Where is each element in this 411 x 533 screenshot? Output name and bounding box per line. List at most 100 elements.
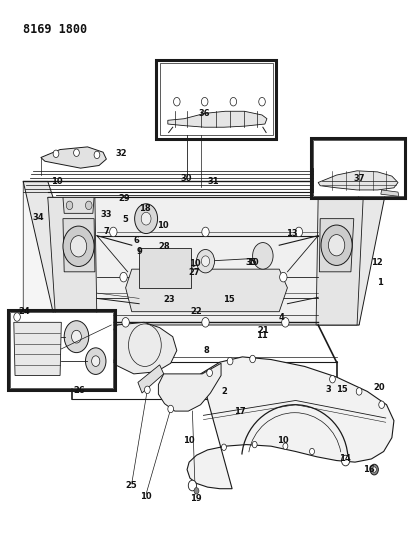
Circle shape xyxy=(202,227,209,237)
Text: 24: 24 xyxy=(18,307,30,316)
Text: 28: 28 xyxy=(158,242,169,251)
Polygon shape xyxy=(41,147,106,168)
Circle shape xyxy=(222,444,226,450)
Bar xyxy=(155,60,276,139)
Circle shape xyxy=(379,401,385,408)
Text: 35: 35 xyxy=(245,258,257,266)
Polygon shape xyxy=(381,190,399,196)
Text: 16: 16 xyxy=(363,465,375,474)
Text: 1: 1 xyxy=(376,278,383,287)
Circle shape xyxy=(202,318,209,327)
Polygon shape xyxy=(14,322,61,375)
Text: 7: 7 xyxy=(104,227,109,236)
Polygon shape xyxy=(63,219,95,272)
Circle shape xyxy=(252,441,257,448)
Text: 5: 5 xyxy=(123,215,129,224)
Text: 17: 17 xyxy=(235,407,246,416)
Text: 11: 11 xyxy=(256,331,268,340)
Circle shape xyxy=(64,321,89,353)
Polygon shape xyxy=(318,197,363,325)
Circle shape xyxy=(201,256,210,266)
Text: 10: 10 xyxy=(157,221,168,230)
Text: 10: 10 xyxy=(140,491,152,500)
Polygon shape xyxy=(318,171,398,190)
Polygon shape xyxy=(159,63,273,135)
Circle shape xyxy=(66,201,73,209)
Text: 29: 29 xyxy=(119,194,130,203)
Text: 8169 1800: 8169 1800 xyxy=(23,23,88,36)
Circle shape xyxy=(194,488,199,494)
Circle shape xyxy=(141,212,151,225)
Circle shape xyxy=(110,227,117,237)
Text: 9: 9 xyxy=(137,247,143,256)
Circle shape xyxy=(250,356,256,363)
Circle shape xyxy=(135,204,157,233)
Text: 21: 21 xyxy=(257,326,269,335)
Text: 27: 27 xyxy=(188,269,200,277)
Circle shape xyxy=(342,455,350,466)
Circle shape xyxy=(282,318,289,327)
Circle shape xyxy=(230,98,237,106)
Polygon shape xyxy=(313,140,404,196)
Polygon shape xyxy=(139,248,191,288)
Text: 10: 10 xyxy=(189,260,201,268)
Circle shape xyxy=(309,448,314,455)
Text: 10: 10 xyxy=(183,437,195,446)
Circle shape xyxy=(74,149,79,157)
Text: 23: 23 xyxy=(164,295,175,304)
Polygon shape xyxy=(108,322,177,374)
Circle shape xyxy=(227,358,233,365)
Circle shape xyxy=(72,330,81,343)
Text: 10: 10 xyxy=(51,177,63,186)
Circle shape xyxy=(283,443,288,449)
Text: 14: 14 xyxy=(339,455,351,463)
Circle shape xyxy=(330,375,335,383)
Circle shape xyxy=(122,318,129,327)
Text: 22: 22 xyxy=(191,307,202,316)
Text: 19: 19 xyxy=(190,494,202,503)
Text: 30: 30 xyxy=(180,174,192,183)
Text: 8: 8 xyxy=(203,346,209,355)
Circle shape xyxy=(356,387,362,395)
Circle shape xyxy=(85,201,92,209)
Circle shape xyxy=(328,235,345,256)
Text: 36: 36 xyxy=(199,109,210,118)
Polygon shape xyxy=(48,197,363,325)
Circle shape xyxy=(253,243,273,269)
Text: 15: 15 xyxy=(336,385,347,394)
Polygon shape xyxy=(158,364,221,411)
Circle shape xyxy=(63,226,94,266)
Polygon shape xyxy=(318,181,388,325)
Bar xyxy=(8,310,115,390)
Circle shape xyxy=(321,225,352,265)
Circle shape xyxy=(53,150,59,158)
Text: 33: 33 xyxy=(101,210,112,219)
Circle shape xyxy=(259,98,266,106)
Polygon shape xyxy=(23,181,95,325)
Circle shape xyxy=(85,348,106,374)
Circle shape xyxy=(188,480,196,491)
Polygon shape xyxy=(319,219,354,272)
Circle shape xyxy=(372,467,376,472)
Polygon shape xyxy=(168,111,267,127)
Circle shape xyxy=(168,405,173,413)
Text: 37: 37 xyxy=(353,174,365,183)
Text: 4: 4 xyxy=(278,312,284,321)
Circle shape xyxy=(70,236,87,257)
Circle shape xyxy=(94,151,100,159)
Text: 32: 32 xyxy=(116,149,127,158)
Polygon shape xyxy=(138,365,164,393)
Circle shape xyxy=(92,356,100,367)
Circle shape xyxy=(279,272,287,282)
Text: 12: 12 xyxy=(371,259,383,267)
Circle shape xyxy=(370,464,379,475)
Circle shape xyxy=(295,227,302,237)
Text: 15: 15 xyxy=(223,295,234,304)
Text: 18: 18 xyxy=(139,204,151,213)
Polygon shape xyxy=(63,197,94,213)
Polygon shape xyxy=(48,197,97,325)
Polygon shape xyxy=(23,181,95,325)
Bar xyxy=(311,138,405,198)
Text: 25: 25 xyxy=(125,481,137,490)
Text: 13: 13 xyxy=(286,229,297,238)
